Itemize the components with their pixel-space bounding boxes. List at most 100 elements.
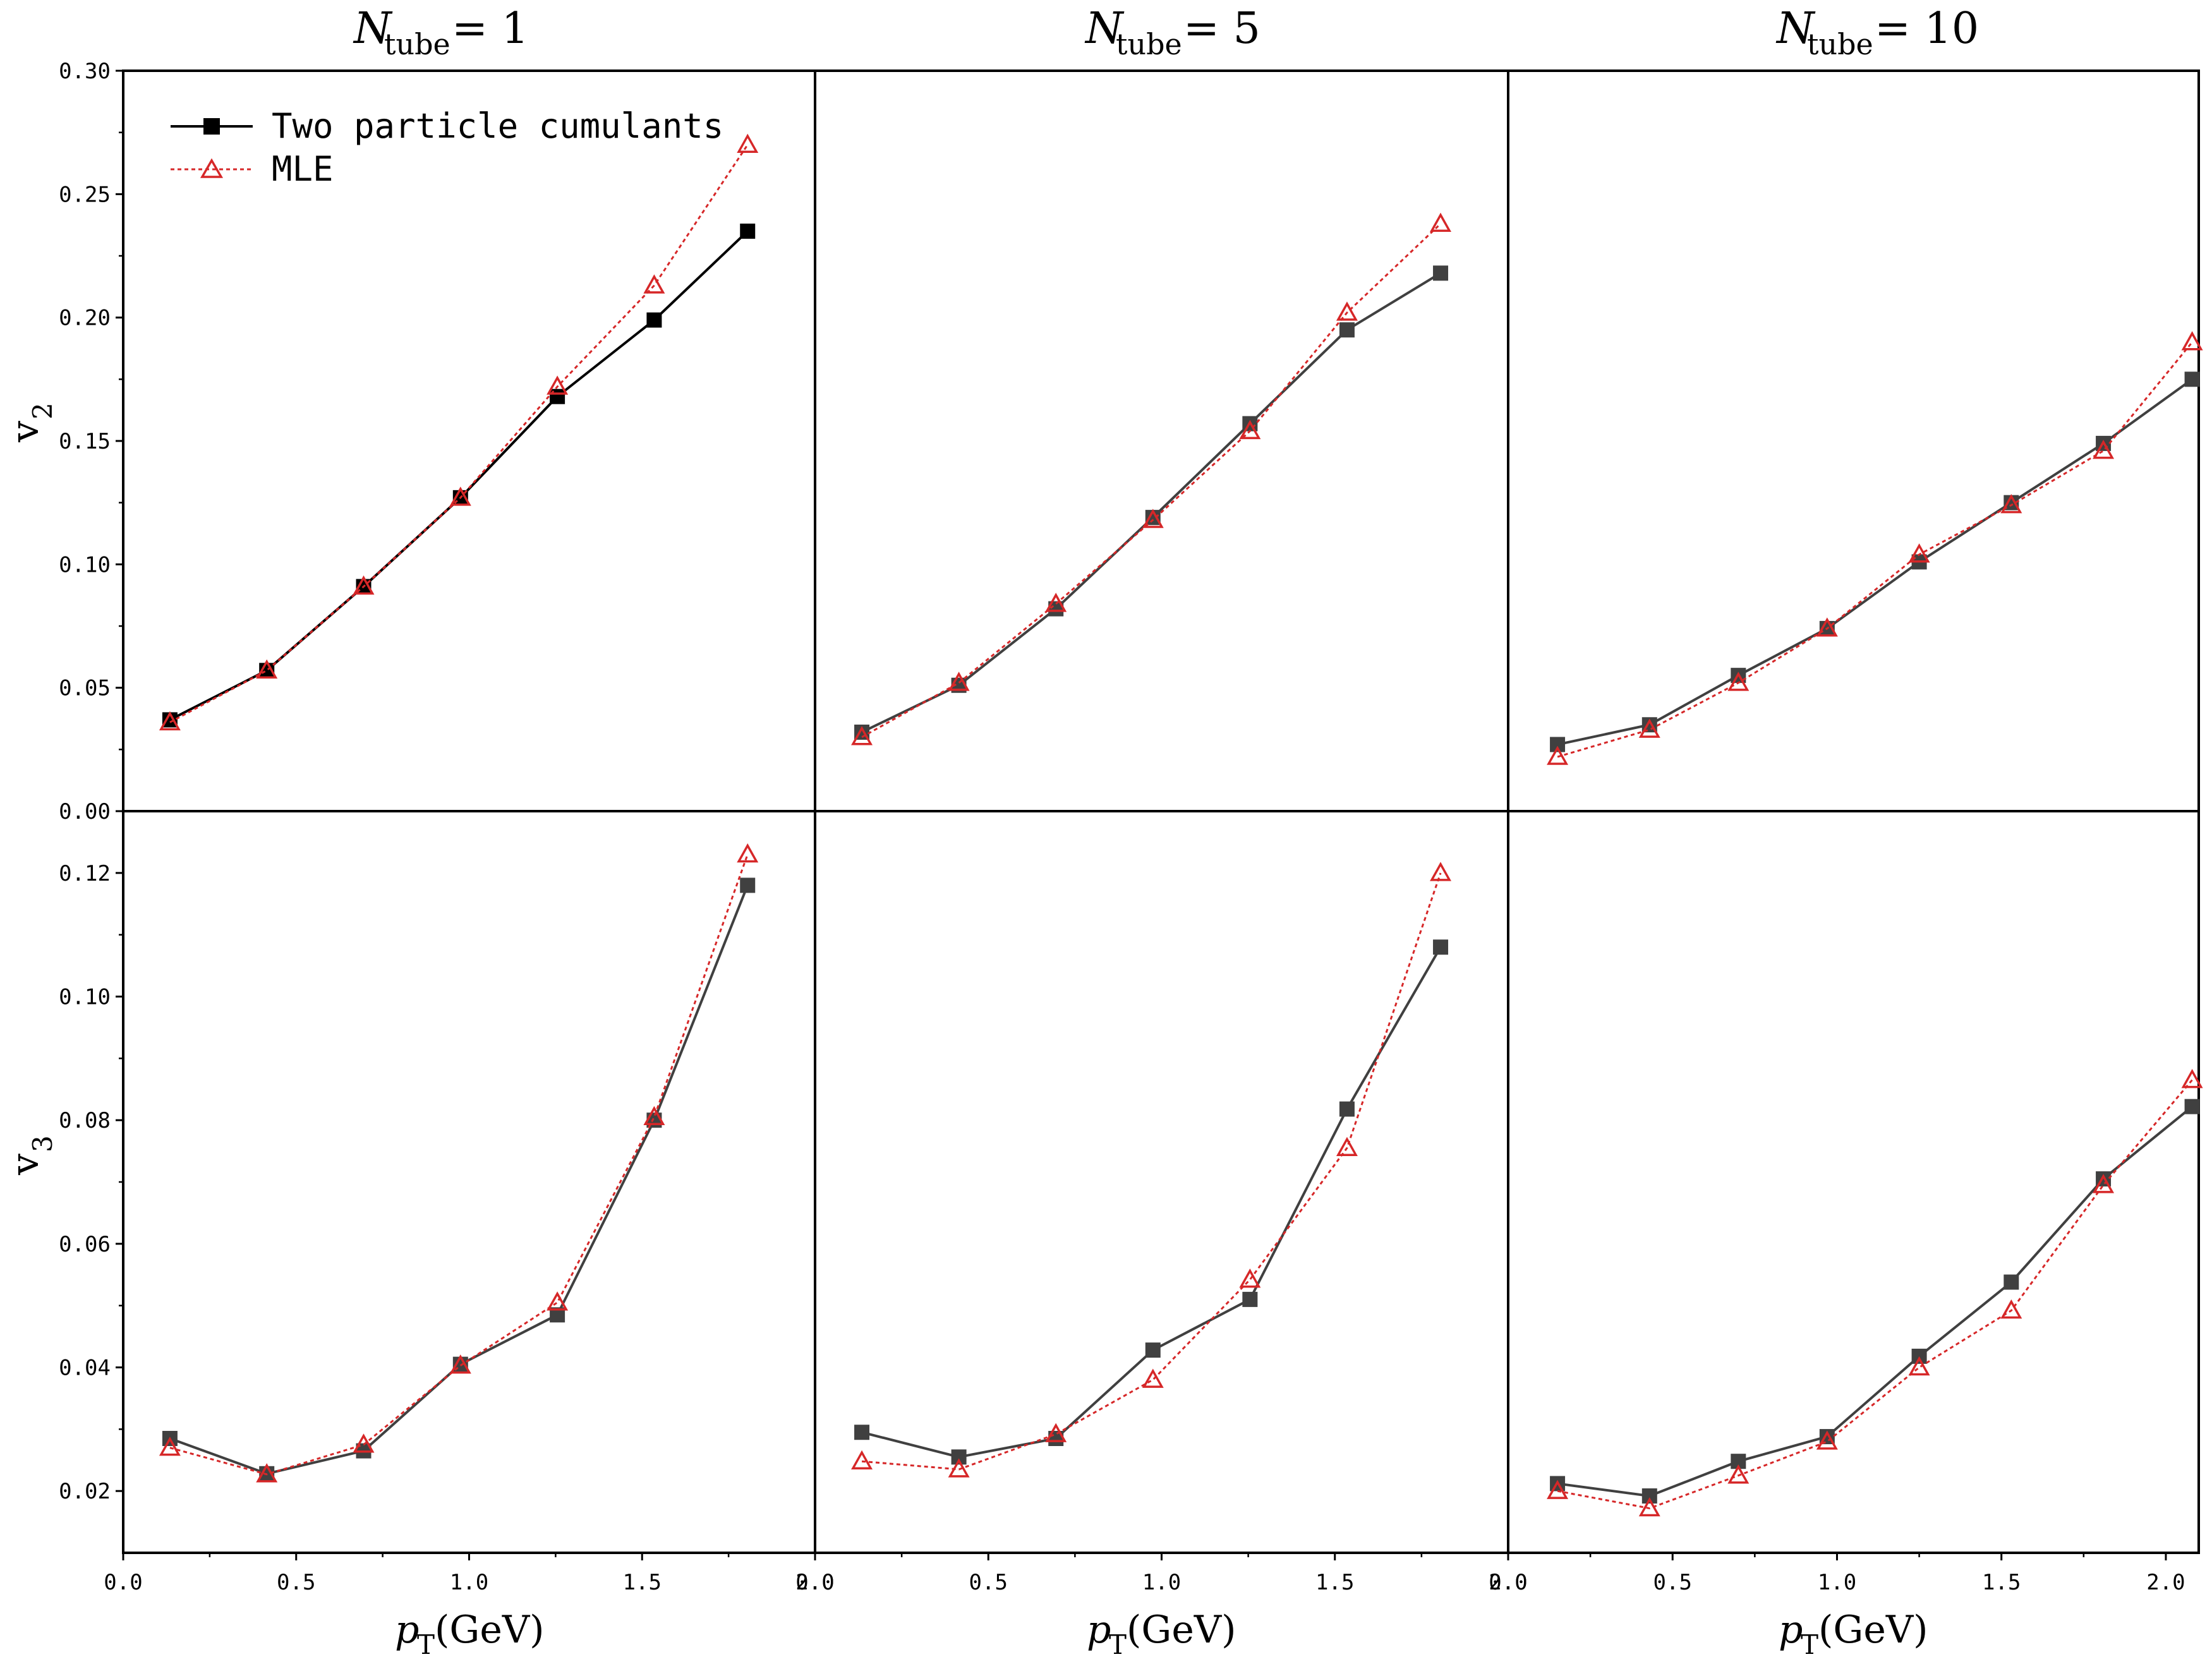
svg-text:(GeV): (GeV) (1818, 1608, 1928, 1652)
svg-text:v: v (3, 421, 47, 443)
svg-text:(GeV): (GeV) (435, 1608, 545, 1652)
y-tick-label: 0.00 (59, 799, 111, 824)
svg-text:tube: tube (1116, 27, 1182, 61)
data-point-mle (1547, 1480, 1569, 1499)
x-tick-label: 0.5 (969, 1570, 1008, 1595)
data-point-cumulants (740, 223, 756, 239)
x-axis-title-1: p T (GeV) (395, 1608, 545, 1660)
data-point-mle (2181, 331, 2203, 351)
data-point-cumulants (740, 877, 756, 893)
data-point-mle (547, 375, 569, 395)
data-point-mle (2000, 493, 2022, 514)
svg-text:tube: tube (384, 27, 450, 61)
series-line-cumulants (1557, 378, 2193, 746)
data-point-mle (737, 843, 759, 863)
data-point-mle (449, 1354, 471, 1374)
data-point-mle (1142, 1368, 1164, 1388)
legend-entry-cumulants: Two particle cumulants (171, 106, 723, 146)
svg-text:N: N (1084, 4, 1125, 54)
y-tick-label: 0.02 (59, 1479, 111, 1504)
svg-text:(GeV): (GeV) (1127, 1608, 1236, 1652)
data-point-mle (948, 1458, 970, 1478)
svg-text:T: T (417, 1629, 435, 1660)
data-point-cumulants (2003, 1274, 2019, 1290)
panel-frame (1507, 810, 2200, 1554)
data-point-cumulants (550, 389, 565, 404)
column-title-1: N tube = 1 (353, 4, 529, 61)
series-line-mle (861, 872, 1442, 1471)
data-point-cumulants (2184, 371, 2200, 387)
data-point-mle (1045, 1423, 1067, 1442)
x-tick-label: 1.5 (1982, 1570, 2021, 1595)
svg-text:= 5: = 5 (1183, 4, 1260, 54)
data-point-cumulants (1433, 265, 1449, 281)
data-point-mle (1430, 862, 1452, 881)
series-line-mle (169, 853, 749, 1476)
data-point-mle (948, 672, 970, 691)
series-line-mle (169, 144, 749, 723)
data-point-mle (1908, 1356, 1930, 1376)
y-tick-label: 0.10 (59, 985, 111, 1010)
data-point-cumulants (1242, 1291, 1258, 1307)
column-title-3: N tube = 10 (1775, 4, 1979, 61)
data-point-cumulants (1433, 939, 1449, 955)
svg-text:T: T (1801, 1629, 1818, 1660)
x-tick-label: 0.0 (104, 1570, 142, 1595)
data-point-mle (643, 274, 665, 294)
panel-2-1: 0.02 0.04 0.06 0.08 0.10 0.12 0.0 0.5 1.0 1.5 2.0 (59, 810, 835, 1595)
x-axis-title-2: p T (GeV) (1087, 1608, 1236, 1660)
svg-text:= 1: = 1 (452, 4, 529, 54)
data-point-mle (256, 1463, 278, 1483)
data-point-mle (159, 1437, 181, 1456)
series-line-cumulants (1557, 1106, 2193, 1498)
data-point-cumulants (1145, 1342, 1161, 1358)
y-tick-label: 0.12 (59, 861, 111, 886)
x-tick-label: 1.0 (1142, 1570, 1181, 1595)
data-point-mle (851, 1450, 873, 1469)
svg-text:p: p (1779, 1608, 1803, 1652)
data-point-mle (2093, 440, 2115, 459)
y-tick-label: 0.08 (59, 1108, 111, 1133)
data-point-cumulants (646, 312, 662, 328)
y-tick-label: 0.30 (59, 59, 111, 84)
x-tick-label: 1.5 (623, 1570, 662, 1595)
data-point-mle (1547, 745, 1569, 765)
data-point-mle (1908, 543, 1930, 563)
data-point-mle (1638, 718, 1660, 738)
column-title-2: N tube = 5 (1084, 4, 1260, 61)
data-point-mle (547, 1291, 569, 1311)
data-point-mle (1638, 1497, 1660, 1517)
data-point-cumulants (854, 1425, 870, 1440)
series-line-mle (1557, 1079, 2193, 1510)
y-tick-label: 0.25 (59, 182, 111, 207)
svg-text:T: T (1109, 1629, 1127, 1660)
data-point-mle (1336, 301, 1358, 321)
panel-2-3: 0.0 0.5 1.0 1.5 2.0 (1489, 810, 2203, 1595)
x-tick-label: 1.5 (1315, 1570, 1354, 1595)
svg-text:v: v (3, 1154, 47, 1176)
data-point-mle (1727, 672, 1750, 691)
x-axis-title-3: p T (GeV) (1779, 1608, 1928, 1660)
data-point-mle (1239, 1268, 1261, 1288)
x-tick-label: 0.5 (1653, 1570, 1692, 1595)
legend-label-cumulants: Two particle cumulants (272, 106, 723, 146)
y-axis-title-v2: v 2 (3, 402, 58, 443)
x-tick-label: 2.0 (795, 1570, 834, 1595)
data-point-mle (353, 575, 375, 595)
data-point-mle (449, 486, 471, 506)
y-tick-label: 0.04 (59, 1356, 111, 1381)
data-point-mle (1816, 1430, 1838, 1450)
data-point-mle (1816, 617, 1838, 637)
legend-label-mle: MLE (272, 149, 334, 189)
data-point-mle (737, 133, 759, 153)
y-tick-label: 0.10 (59, 552, 111, 577)
data-point-cumulants (1339, 322, 1355, 338)
svg-text:p: p (395, 1608, 419, 1652)
y-axis-title-v3: v 3 (3, 1135, 58, 1176)
panels: 0.00 0.05 0.10 0.15 0.20 0.25 0.30 0.02 0.04 0.06… (59, 59, 2203, 1595)
data-point-cumulants (2184, 1099, 2200, 1114)
legend: Two particle cumulants MLE (171, 106, 723, 189)
svg-text:3: 3 (27, 1135, 58, 1152)
panel-1-3 (1507, 69, 2203, 812)
